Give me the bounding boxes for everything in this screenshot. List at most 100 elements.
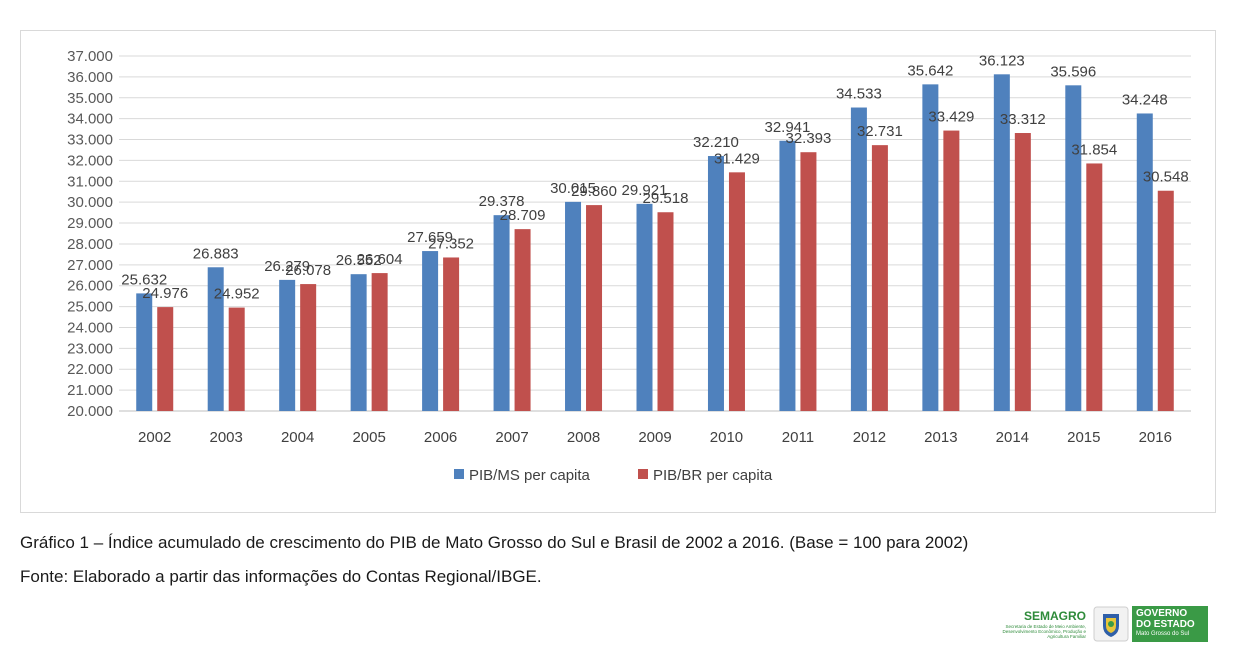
gov-line-1: GOVERNO bbox=[1136, 608, 1188, 619]
semagro-logo: SEMAGRO Secretaria de Estado de Meio Amb… bbox=[988, 606, 1088, 644]
government-logo: GOVERNO DO ESTADO Mato Grosso do Sul bbox=[1132, 606, 1208, 642]
legend-label-br: PIB/BR per capita bbox=[653, 467, 773, 484]
source-note: Fonte: Elaborado a partir das informaçõe… bbox=[20, 567, 542, 586]
x-tick-label: 2009 bbox=[638, 429, 671, 446]
data-label-br: 31.854 bbox=[1071, 141, 1117, 158]
x-tick-label: 2006 bbox=[424, 429, 457, 446]
data-label-br: 29.518 bbox=[643, 190, 689, 207]
data-label-ms: 34.533 bbox=[836, 86, 882, 103]
data-label-br: 28.709 bbox=[500, 207, 546, 224]
data-label-ms: 30.015 bbox=[550, 180, 596, 197]
data-label-br: 30.548 bbox=[1143, 169, 1189, 186]
x-tick-label: 2015 bbox=[1067, 429, 1100, 446]
data-label-ms: 32.210 bbox=[693, 134, 739, 151]
y-tick-label: 20.000 bbox=[67, 403, 113, 420]
data-label-ms: 25.632 bbox=[121, 271, 167, 288]
bar-br bbox=[1157, 190, 1174, 411]
y-tick-label: 23.000 bbox=[67, 340, 113, 357]
legend-label-ms: PIB/MS per capita bbox=[469, 467, 591, 484]
x-tick-label: 2011 bbox=[782, 429, 814, 446]
y-tick-label: 24.000 bbox=[67, 319, 113, 336]
data-label-ms: 34.248 bbox=[1122, 91, 1168, 108]
bar-br bbox=[443, 257, 460, 411]
y-tick-label: 21.000 bbox=[67, 382, 113, 399]
bar-br bbox=[1086, 163, 1103, 411]
data-label-ms: 35.596 bbox=[1050, 63, 1096, 80]
data-label-br: 29.860 bbox=[571, 183, 617, 200]
data-label-br: 27.352 bbox=[428, 235, 474, 252]
data-label-ms: 26.883 bbox=[193, 245, 239, 262]
bar-ms bbox=[850, 107, 867, 412]
x-tick-label: 2002 bbox=[138, 429, 171, 446]
bar-br bbox=[943, 130, 960, 411]
bar-chart: 20.000 21.000 22.000 23.000 24.000 25.000 26.0… bbox=[67, 48, 1191, 484]
x-tick-label: 2013 bbox=[924, 429, 957, 446]
y-tick-label: 27.000 bbox=[67, 257, 113, 274]
x-tick-label: 2003 bbox=[210, 429, 243, 446]
y-tick-label: 22.000 bbox=[67, 361, 113, 378]
bar-br bbox=[800, 152, 817, 411]
data-label-br: 24.976 bbox=[142, 285, 188, 302]
bar-ms bbox=[1065, 85, 1082, 412]
semagro-description: Secretaria de Estado de Meio Ambiente, D… bbox=[1002, 624, 1086, 639]
data-label-ms: 26.279 bbox=[264, 258, 310, 275]
y-tick-label: 35.000 bbox=[67, 90, 113, 107]
bar-ms bbox=[422, 251, 439, 411]
x-tick-label: 2004 bbox=[281, 429, 314, 446]
bar-ms bbox=[207, 267, 224, 411]
bar-br bbox=[300, 284, 317, 411]
x-tick-label: 2014 bbox=[996, 429, 1029, 446]
x-tick-label: 2008 bbox=[567, 429, 600, 446]
data-label-br: 26.078 bbox=[285, 262, 331, 279]
bar-ms bbox=[493, 215, 510, 411]
figure-caption: Gráfico 1 – Índice acumulado de crescime… bbox=[20, 533, 969, 552]
y-tick-label: 33.000 bbox=[67, 132, 113, 149]
y-tick-label: 34.000 bbox=[67, 111, 113, 128]
bar-ms bbox=[993, 74, 1010, 411]
y-tick-label: 30.000 bbox=[67, 194, 113, 211]
bar-br bbox=[871, 145, 888, 411]
data-label-br: 32.731 bbox=[857, 123, 903, 140]
data-label-br: 32.393 bbox=[785, 130, 831, 147]
y-tick-label: 25.000 bbox=[67, 299, 113, 316]
semagro-name: SEMAGRO bbox=[1023, 609, 1086, 623]
legend-swatch-br bbox=[638, 469, 648, 479]
x-tick-label: 2012 bbox=[853, 429, 886, 446]
y-tick-label: 28.000 bbox=[67, 236, 113, 253]
bar-ms bbox=[136, 293, 153, 411]
gov-line-2: DO ESTADO bbox=[1136, 619, 1195, 630]
data-label-ms: 27.659 bbox=[407, 229, 453, 246]
bar-ms bbox=[922, 84, 939, 412]
y-tick-label: 37.000 bbox=[67, 48, 113, 65]
bar-br bbox=[514, 229, 531, 411]
y-tick-label: 32.000 bbox=[67, 152, 113, 169]
bar-br bbox=[586, 205, 603, 411]
bar-ms bbox=[350, 274, 367, 411]
bar-ms bbox=[279, 279, 296, 411]
bar-br bbox=[371, 273, 388, 411]
bar-br bbox=[728, 172, 745, 411]
x-tick-label: 2010 bbox=[710, 429, 743, 446]
bar-ms bbox=[1136, 113, 1153, 412]
data-label-ms: 36.123 bbox=[979, 52, 1025, 69]
bar-ms bbox=[707, 156, 724, 411]
gov-line-3: Mato Grosso do Sul bbox=[1136, 631, 1190, 637]
data-label-ms: 26.552 bbox=[336, 252, 382, 269]
bar-br bbox=[157, 307, 174, 411]
bar-ms bbox=[565, 201, 582, 411]
y-tick-label: 31.000 bbox=[67, 173, 113, 190]
bar-ms bbox=[636, 203, 653, 411]
bar-br bbox=[228, 307, 245, 411]
x-tick-label: 2016 bbox=[1139, 429, 1172, 446]
chart-frame: 20.000 21.000 22.000 23.000 24.000 25.000 26.0… bbox=[20, 30, 1216, 513]
bar-br bbox=[657, 212, 674, 411]
data-label-br: 24.952 bbox=[214, 286, 260, 303]
data-label-ms: 29.378 bbox=[479, 193, 525, 210]
data-label-br: 26.604 bbox=[357, 251, 403, 268]
data-label-ms: 32.941 bbox=[764, 119, 810, 136]
legend-swatch-ms bbox=[454, 469, 464, 479]
data-label-ms: 35.642 bbox=[907, 62, 953, 79]
data-label-br: 31.429 bbox=[714, 150, 760, 167]
y-tick-label: 29.000 bbox=[67, 215, 113, 232]
data-label-ms: 29.921 bbox=[622, 182, 668, 199]
